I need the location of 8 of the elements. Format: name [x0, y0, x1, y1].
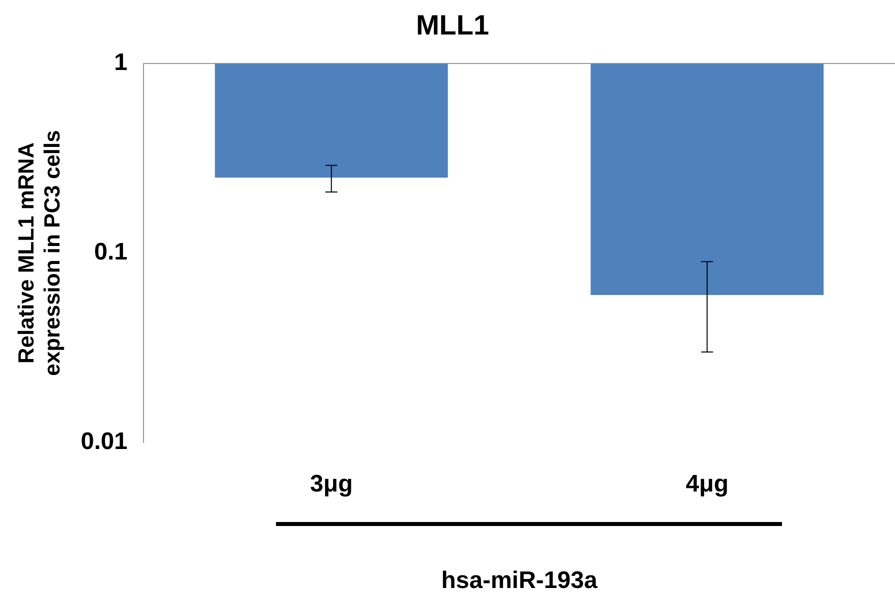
y-axis-title: Relative MLL1 mRNA expression in PC3 cells	[13, 130, 65, 376]
chart-title: MLL1	[416, 10, 490, 41]
y-tick-label: 0.1	[94, 238, 128, 266]
x-tick-label: 4μg	[686, 470, 728, 498]
x-axis-title: hsa-miR-193a	[441, 567, 598, 594]
y-tick-label: 0.01	[80, 428, 128, 456]
x-tick-label: 3μg	[310, 470, 353, 498]
y-tick-label: 1	[114, 49, 128, 76]
